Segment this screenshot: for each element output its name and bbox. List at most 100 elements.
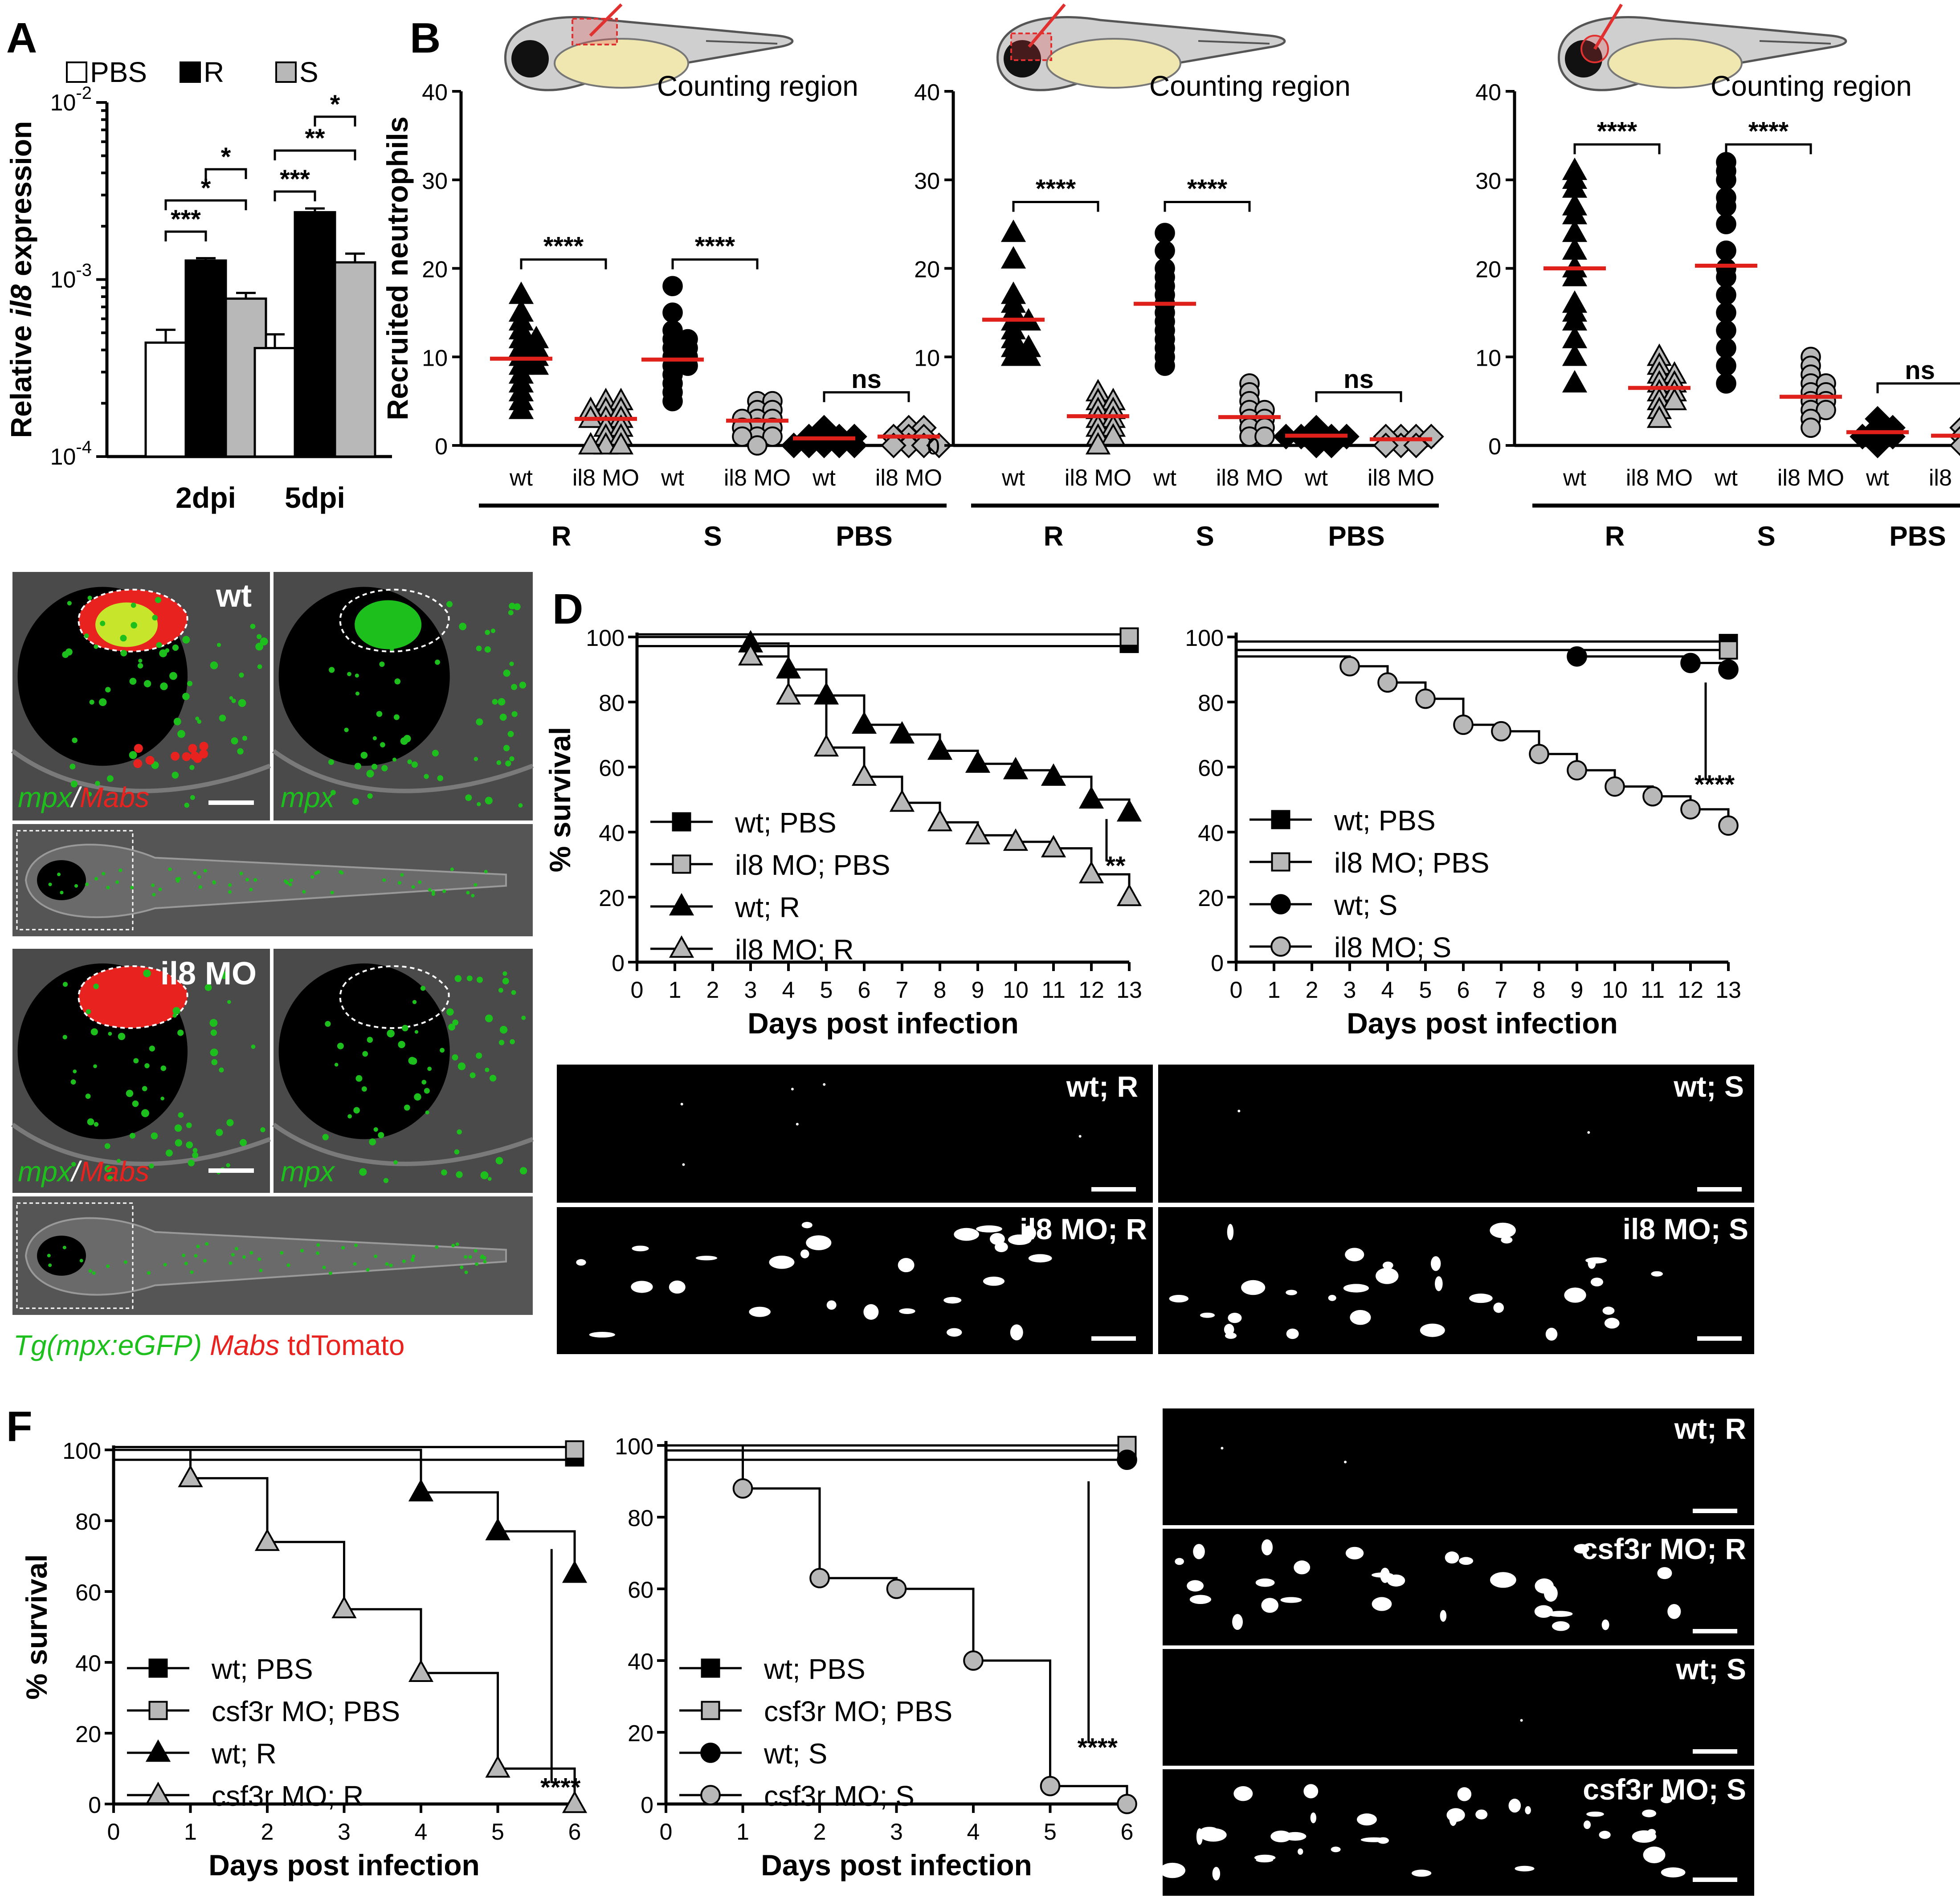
survival-point bbox=[1040, 1775, 1061, 1796]
bacteria-spot bbox=[1224, 1324, 1234, 1335]
bar-s bbox=[334, 261, 376, 458]
y-tick-label: 0 bbox=[612, 951, 625, 976]
neutrophil bbox=[172, 1007, 180, 1015]
neutrophil bbox=[132, 1100, 139, 1107]
neutrophil bbox=[93, 1064, 97, 1069]
larva-jaw bbox=[272, 1122, 534, 1166]
neutrophil bbox=[142, 1086, 147, 1091]
bacteria-spot bbox=[954, 1228, 979, 1241]
bacteria-spot bbox=[1661, 1796, 1672, 1804]
bacteria-spot bbox=[1420, 1323, 1445, 1337]
neutrophil bbox=[129, 1133, 136, 1139]
neutrophil bbox=[168, 867, 172, 871]
neutrophil bbox=[143, 969, 151, 977]
legend-label: wt; R bbox=[211, 1738, 277, 1770]
neutrophil bbox=[72, 737, 78, 743]
survival-point bbox=[1119, 627, 1139, 647]
y-tick-label: 20 bbox=[628, 1721, 653, 1747]
x-tick-label: 0 bbox=[660, 1819, 673, 1845]
neutrophil bbox=[398, 1041, 405, 1049]
neutrophil bbox=[226, 1119, 234, 1127]
survival-point bbox=[1567, 760, 1587, 781]
y-tick-label: 30 bbox=[422, 168, 448, 194]
overlay-label-wt: mpx/Mabs bbox=[18, 781, 149, 813]
x-tick-label: wt bbox=[509, 465, 533, 491]
neutrophil bbox=[484, 646, 491, 653]
neutrophil bbox=[460, 1265, 464, 1269]
bacteria bbox=[133, 759, 143, 768]
bacteria-spot bbox=[1310, 1812, 1316, 1824]
data-point bbox=[523, 352, 549, 375]
neutrophil bbox=[108, 1032, 112, 1036]
y-tick-label: 60 bbox=[599, 755, 625, 781]
significance-bracket bbox=[671, 258, 759, 269]
survival-point bbox=[562, 1790, 588, 1813]
neutrophil bbox=[492, 699, 498, 705]
x-tick-label: 5 bbox=[1419, 977, 1432, 1003]
significance-label: **** bbox=[1597, 117, 1637, 146]
neutrophil bbox=[372, 736, 377, 740]
survival-point bbox=[963, 1650, 984, 1671]
x-tick-label: 12 bbox=[1078, 977, 1104, 1003]
neutrophil bbox=[147, 1271, 151, 1275]
bacteria-spot bbox=[749, 1306, 771, 1317]
data-point bbox=[1716, 285, 1736, 305]
neutrophil bbox=[152, 615, 158, 620]
bacteria-spot bbox=[1227, 1224, 1234, 1241]
y-tick-label: 10 bbox=[1475, 345, 1501, 371]
x-tick-label: 1 bbox=[669, 977, 682, 1003]
neutrophil bbox=[152, 893, 156, 897]
data-point bbox=[662, 391, 683, 412]
bacteria-spot bbox=[1200, 1828, 1227, 1842]
mpx-label-il8mo: mpx bbox=[281, 1155, 335, 1188]
bar-r bbox=[294, 211, 336, 458]
data-point bbox=[1865, 433, 1891, 458]
larva-jaw bbox=[11, 749, 271, 793]
data-point bbox=[662, 276, 683, 297]
neutrophil bbox=[165, 648, 170, 653]
panel-label-b: B bbox=[410, 14, 441, 62]
neutrophil bbox=[329, 667, 335, 673]
legend-marker bbox=[700, 1743, 721, 1763]
neutrophil bbox=[322, 1265, 326, 1269]
significance-bracket bbox=[1573, 143, 1661, 155]
neutrophil bbox=[198, 885, 202, 889]
bacteria-spot bbox=[806, 1235, 832, 1250]
neutrophil bbox=[367, 1037, 373, 1043]
bacteria-spot bbox=[1175, 1558, 1184, 1565]
legend-marker bbox=[672, 854, 691, 874]
neutrophil bbox=[189, 765, 195, 770]
survival-point bbox=[1078, 861, 1104, 884]
legend-label: R bbox=[204, 56, 224, 88]
neutrophil bbox=[229, 1261, 233, 1265]
bacteria-spot bbox=[823, 1083, 826, 1086]
neutrophil bbox=[405, 605, 409, 609]
neutrophil bbox=[476, 1052, 482, 1059]
neutrophil bbox=[367, 793, 373, 799]
neutrophil bbox=[465, 794, 472, 801]
x-tick-label: 12 bbox=[1678, 977, 1703, 1003]
neutrophil bbox=[485, 1014, 493, 1023]
neutrophil bbox=[229, 696, 233, 700]
neutrophil bbox=[503, 745, 510, 751]
survival-point bbox=[889, 789, 915, 812]
neutrophil bbox=[120, 649, 127, 657]
survival-point bbox=[813, 734, 839, 757]
neutrophil bbox=[197, 719, 202, 724]
panel-g-bacterial-images: wt; R csf3r MO; R wt; S csf3r MO; S bbox=[1160, 1408, 1754, 1896]
neutrophil bbox=[435, 1245, 439, 1249]
data-point bbox=[762, 426, 783, 447]
y-tick-label: 20 bbox=[75, 1722, 101, 1747]
data-point bbox=[1801, 417, 1821, 438]
x-tick-label: 2 bbox=[813, 1819, 826, 1845]
neutrophil bbox=[115, 880, 119, 884]
neutrophil bbox=[57, 873, 61, 877]
neutrophil bbox=[495, 1157, 503, 1165]
larva-eye bbox=[511, 40, 549, 78]
label-il8-mo: il8 MO bbox=[160, 956, 257, 992]
bacteria-spot bbox=[1228, 1313, 1242, 1323]
chart-f-survival-r: 0 20 40 60 80 100 0 1 2 3 4 5 6 % survival Days post i… bbox=[20, 1438, 588, 1882]
survival-point bbox=[178, 1465, 203, 1487]
neutrophil bbox=[421, 1080, 427, 1085]
significance-bracket bbox=[823, 391, 910, 402]
